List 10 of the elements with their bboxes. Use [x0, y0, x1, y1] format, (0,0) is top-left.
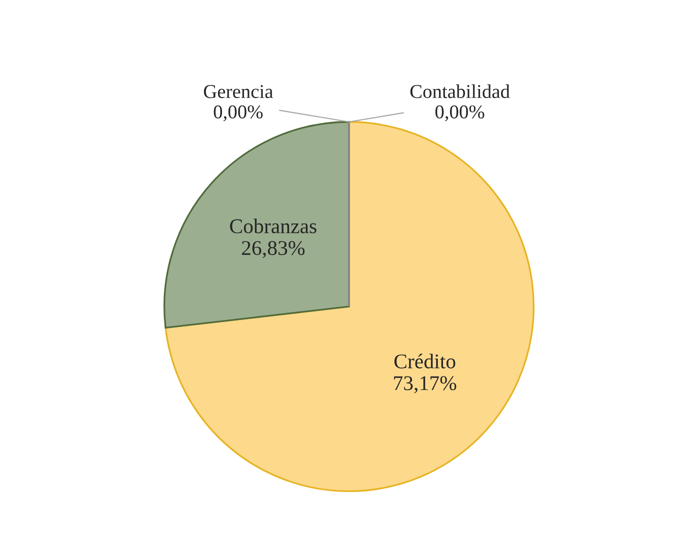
text: 0,00%: [435, 105, 484, 122]
category-label: Contabilidad: [410, 84, 510, 98]
pie-slice: [164, 121, 350, 329]
slice-label: Cobranzas: [230, 218, 316, 234]
slice-label: Crédito: [394, 354, 456, 368]
pie-slice: [164, 121, 534, 492]
data-label: 26,83%: [242, 241, 305, 258]
text: 0,00%: [214, 105, 263, 122]
data-label: 73,17%: [394, 376, 456, 394]
category-label: Gerencia: [204, 85, 274, 98]
